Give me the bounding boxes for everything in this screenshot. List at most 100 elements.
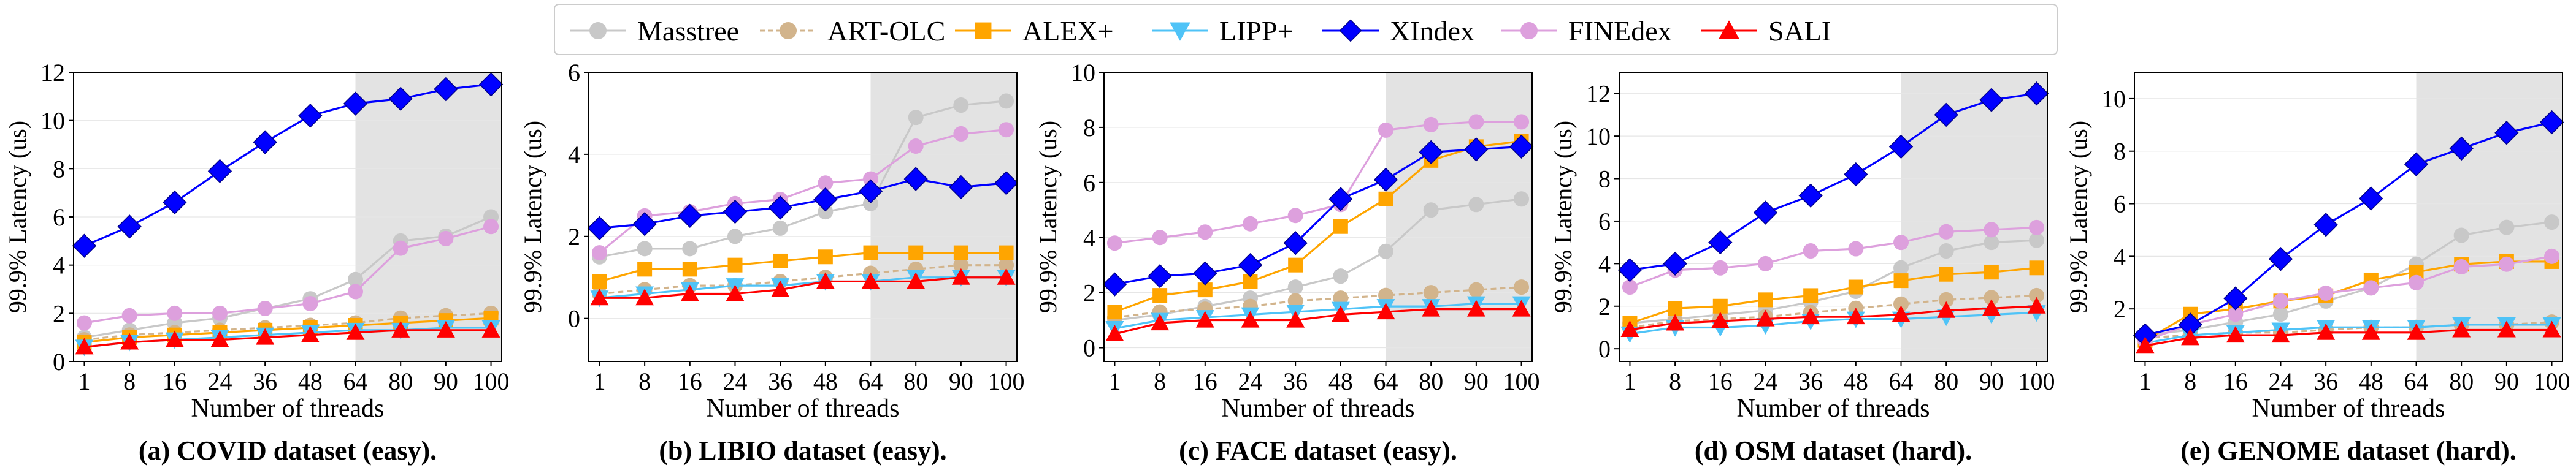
point-finedex [908, 138, 924, 154]
legend-entry-alex: ALEX+ [953, 5, 1114, 56]
point-xindex [1328, 187, 1353, 211]
x-tick-label: 90 [1464, 368, 1489, 395]
legend-swatch-masstree [570, 22, 626, 39]
point-sali [2361, 323, 2380, 340]
point-masstree [863, 195, 879, 211]
point-sali [120, 333, 139, 350]
y-tick-label: 2 [53, 300, 65, 327]
point-sali [2271, 326, 2290, 343]
point-sali [2136, 336, 2155, 354]
y-tick-label: 4 [53, 252, 65, 279]
point-sali [436, 320, 455, 338]
point-sali [680, 284, 699, 301]
series-line-alex [84, 317, 491, 344]
point-xindex [253, 130, 277, 154]
point-sali [1937, 301, 1956, 318]
point-sali [816, 272, 835, 289]
point-masstree [1468, 197, 1484, 213]
y-tick-label: 10 [2101, 85, 2126, 113]
point-masstree [1938, 243, 1954, 259]
point-xindex [207, 159, 232, 183]
point-alex [999, 245, 1014, 260]
point-masstree [682, 241, 698, 257]
x-tick-label: 8 [1669, 368, 1681, 395]
x-tick-label: 80 [2449, 368, 2474, 395]
x-tick-label: 80 [903, 368, 928, 395]
point-alex [1984, 265, 1999, 280]
point-xindex [1102, 272, 1127, 297]
point-sali [2407, 323, 2426, 340]
legend-swatch-art-olc [760, 22, 816, 39]
point-alex [637, 262, 653, 277]
point-finedex [1468, 114, 1484, 130]
x-tick-label: 36 [253, 368, 277, 395]
series-line-sali [84, 329, 491, 348]
point-sali [997, 268, 1016, 285]
x-tick-label: 1 [593, 368, 605, 395]
x-tick-label: 24 [2268, 368, 2293, 395]
axes-frame [588, 72, 1018, 362]
point-finedex [591, 245, 607, 261]
point-masstree [1514, 191, 1530, 207]
y-tick-label: 6 [53, 203, 65, 231]
series-xindex [2133, 110, 2564, 347]
y-tick-label: 8 [53, 155, 65, 183]
x-tick-label: 90 [1979, 368, 2004, 395]
y-tick-label: 8 [2114, 138, 2126, 165]
point-sali [1892, 305, 1911, 322]
y-tick-label: 10 [1586, 123, 1611, 150]
x-tick-label: 16 [1193, 368, 1217, 395]
point-finedex [1938, 224, 1954, 240]
point-sali [1846, 308, 1865, 325]
point-xindex [587, 216, 612, 241]
point-masstree [2453, 227, 2469, 243]
point-sali [1422, 300, 1441, 317]
point-masstree [1984, 235, 1999, 251]
chart-caption: (a) COVID dataset (easy). [139, 436, 437, 466]
point-masstree [1423, 202, 1439, 218]
point-masstree [999, 93, 1014, 109]
point-sali [951, 268, 970, 285]
point-xindex [813, 187, 838, 212]
x-tick-label: 36 [1798, 368, 1823, 395]
point-xindex [388, 86, 413, 111]
point-sali [2542, 320, 2561, 338]
x-tick-label: 36 [1283, 368, 1308, 395]
series-line-finedex [2144, 255, 2552, 342]
point-alex [1758, 292, 1773, 308]
point-sali [2452, 320, 2471, 338]
legend-entry-sali: SALI [1698, 5, 1831, 56]
point-xindex [678, 203, 702, 228]
point-sali [2317, 323, 2336, 340]
point-xindex [1663, 251, 1687, 276]
point-finedex [2544, 248, 2560, 264]
point-finedex [2409, 274, 2425, 290]
shaded-region [2416, 72, 2563, 361]
series-line-art-olc [84, 312, 491, 341]
point-xindex [298, 104, 323, 128]
point-alex [1712, 298, 1728, 314]
point-finedex [2318, 285, 2334, 301]
point-alex [1333, 219, 1348, 234]
x-tick-label: 48 [1844, 368, 1868, 395]
x-tick-label: 8 [638, 368, 651, 395]
x-axis-label: Number of threads [1222, 395, 1415, 423]
series-line-sali [599, 276, 1006, 299]
y-tick-label: 0 [53, 348, 65, 376]
y-axis-label: 99.9% Latency (us) [2064, 121, 2092, 313]
point-xindex [949, 175, 973, 200]
point-finedex [167, 305, 183, 321]
series-line-art-olc [1630, 294, 2037, 329]
point-art-olc [1514, 279, 1530, 295]
point-finedex [953, 126, 969, 142]
point-sali [1756, 309, 1775, 327]
point-sali [1666, 314, 1685, 331]
point-sali [391, 320, 410, 338]
point-xindex [2024, 81, 2049, 106]
point-finedex [1242, 216, 1258, 232]
point-xindex [1283, 231, 1308, 255]
point-xindex [2359, 186, 2383, 211]
series-line-lipp [1114, 303, 1522, 330]
point-finedex [393, 240, 408, 256]
